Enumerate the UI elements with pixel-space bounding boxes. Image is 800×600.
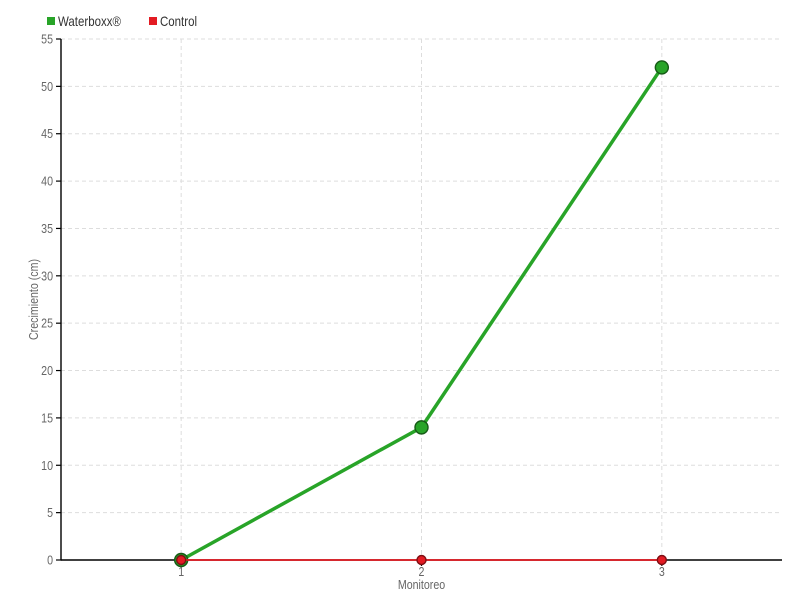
x-axis-title: Monitoreo	[398, 577, 446, 592]
y-tick-label: 5	[47, 505, 53, 520]
y-tick-label: 55	[41, 31, 53, 46]
control-swatch-icon	[148, 17, 157, 25]
y-tick-label: 15	[41, 410, 53, 425]
y-tick-label: 30	[41, 268, 53, 283]
series-marker-waterboxx	[414, 420, 429, 435]
y-tick-label: 25	[41, 316, 53, 331]
legend: Waterboxx® Control	[47, 13, 205, 29]
series-marker-control	[656, 554, 668, 566]
x-tick-label: 2	[419, 564, 425, 579]
legend-item-control: Control	[148, 13, 205, 29]
y-tick-label: 45	[41, 126, 53, 141]
series-marker-control	[416, 554, 427, 566]
series-marker-waterboxx	[654, 60, 670, 75]
legend-label-control: Control	[159, 13, 197, 29]
y-tick-label: 10	[41, 458, 53, 473]
y-tick-label: 0	[47, 552, 53, 567]
legend-item-waterboxx: Waterboxx®	[47, 13, 135, 29]
y-axis-title: Crecimiento (cm)	[26, 259, 41, 340]
y-tick-label: 40	[41, 174, 53, 189]
x-tick-label: 3	[659, 564, 665, 579]
x-tick-label: 1	[178, 564, 184, 579]
legend-label-waterboxx: Waterboxx®	[58, 13, 121, 29]
y-tick-label: 35	[41, 221, 53, 236]
y-tick-label: 20	[41, 363, 53, 378]
series-marker-control	[175, 554, 187, 566]
waterboxx-swatch-icon	[47, 17, 55, 25]
y-tick-label: 50	[41, 79, 53, 94]
